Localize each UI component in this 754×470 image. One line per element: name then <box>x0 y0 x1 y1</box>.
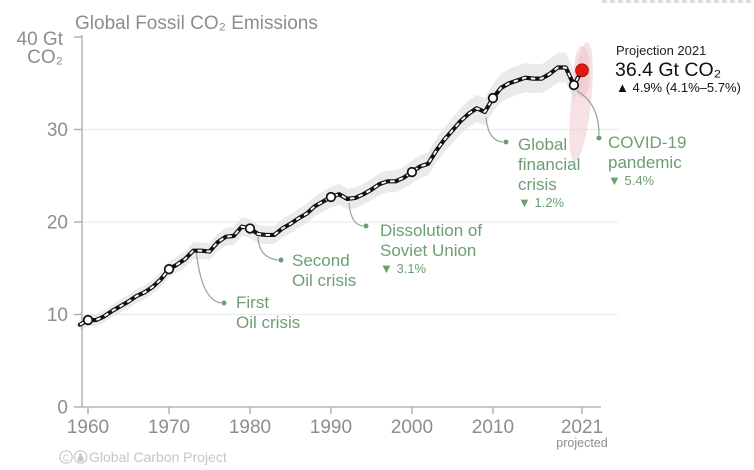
cc-icon: C <box>59 450 73 464</box>
y-tick-label: 30 <box>47 120 68 141</box>
global-financial-crisis-leader-line <box>485 116 504 143</box>
projection-point <box>575 63 589 78</box>
uncertainty-band-shape <box>79 52 583 331</box>
first-oil-crisis-label: Oil crisis <box>236 313 300 332</box>
emissions-line-dashes <box>79 66 583 326</box>
license-credit: C Global Carbon Project <box>59 449 227 465</box>
x-tick-label: 1980 <box>229 417 271 438</box>
axes: 0 10 20 30 1960 1970 1980 1990 2000 2010 2021proje… <box>47 35 608 450</box>
projection-title: Projection 2021 <box>616 43 706 58</box>
second-oil-crisis-leader-line <box>257 236 279 261</box>
marker-1990 <box>325 191 337 203</box>
gridlines <box>82 128 618 316</box>
dissolution-soviet-union-leader-line <box>348 202 364 227</box>
page-title: Global Fossil CO₂ Emissions <box>75 13 318 34</box>
uncertainty-band <box>79 52 583 331</box>
second-oil-crisis-dot <box>278 257 284 263</box>
x-tick-label: 2021 <box>561 417 603 438</box>
global-financial-crisis-change: ▼ 1.2% <box>518 195 565 210</box>
projection-value: 36.4 Gt CO₂ <box>615 59 721 81</box>
first-oil-crisis-dot <box>221 300 227 306</box>
global-financial-crisis-label: crisis <box>518 175 557 194</box>
marker-2020 <box>568 79 580 91</box>
decade-markers <box>82 79 580 326</box>
dissolution-soviet-union-label: Dissolution of <box>380 221 482 240</box>
x-tick-label: 1960 <box>67 417 109 438</box>
first-oil-crisis-leader-line <box>195 248 222 304</box>
global-financial-crisis-label: Global <box>518 135 567 154</box>
x-tick-sublabel: projected <box>556 436 607 450</box>
annotation-leader-lines <box>195 90 600 304</box>
projection-callout: Projection 2021 36.4 Gt CO₂ ▲ 4.9% (4.1%… <box>615 43 741 95</box>
projection-red-dot <box>575 63 589 78</box>
x-tick-label: 1970 <box>148 417 190 438</box>
projection-uncertainty-band <box>569 42 593 162</box>
first-oil-crisis-label: First <box>236 293 269 312</box>
y-tick-label: 0 <box>57 398 68 419</box>
covid-19-pandemic-label: pandemic <box>608 153 682 172</box>
y-tick-label: 10 <box>47 305 68 326</box>
global-financial-crisis-dot <box>503 139 509 145</box>
credit-text: Global Carbon Project <box>89 449 227 465</box>
by-icon <box>73 450 88 464</box>
y-axis-unit-line-1: 40 Gt <box>17 29 64 50</box>
x-tick-label: 1990 <box>310 417 352 438</box>
dissolution-soviet-union-dot <box>363 223 369 229</box>
marker-1960 <box>82 314 94 326</box>
projection-change: ▲ 4.9% (4.1%–5.7%) <box>616 80 741 95</box>
dissolution-soviet-union-label: Soviet Union <box>380 241 476 260</box>
marker-1980 <box>244 223 256 234</box>
y-axis-unit-line-2: CO₂ <box>27 47 63 68</box>
second-oil-crisis-label: Oil crisis <box>292 271 356 290</box>
marker-2010 <box>487 92 499 104</box>
covid-19-pandemic-leader-line <box>576 90 600 136</box>
second-oil-crisis-label: Second <box>292 251 350 270</box>
svg-text:C: C <box>63 453 70 463</box>
covid-19-pandemic-label: COVID-19 <box>608 133 686 152</box>
x-tick-label: 2000 <box>391 417 433 438</box>
global-financial-crisis-label: financial <box>518 155 580 174</box>
marker-2000 <box>406 166 418 178</box>
covid-19-pandemic-change: ▼ 5.4% <box>608 173 655 188</box>
covid-19-pandemic-dot <box>596 135 602 141</box>
marker-1970 <box>163 264 175 275</box>
y-tick-label: 20 <box>47 213 68 234</box>
dissolution-soviet-union-change: ▼ 3.1% <box>380 261 427 276</box>
x-tick-label: 2010 <box>472 417 514 438</box>
